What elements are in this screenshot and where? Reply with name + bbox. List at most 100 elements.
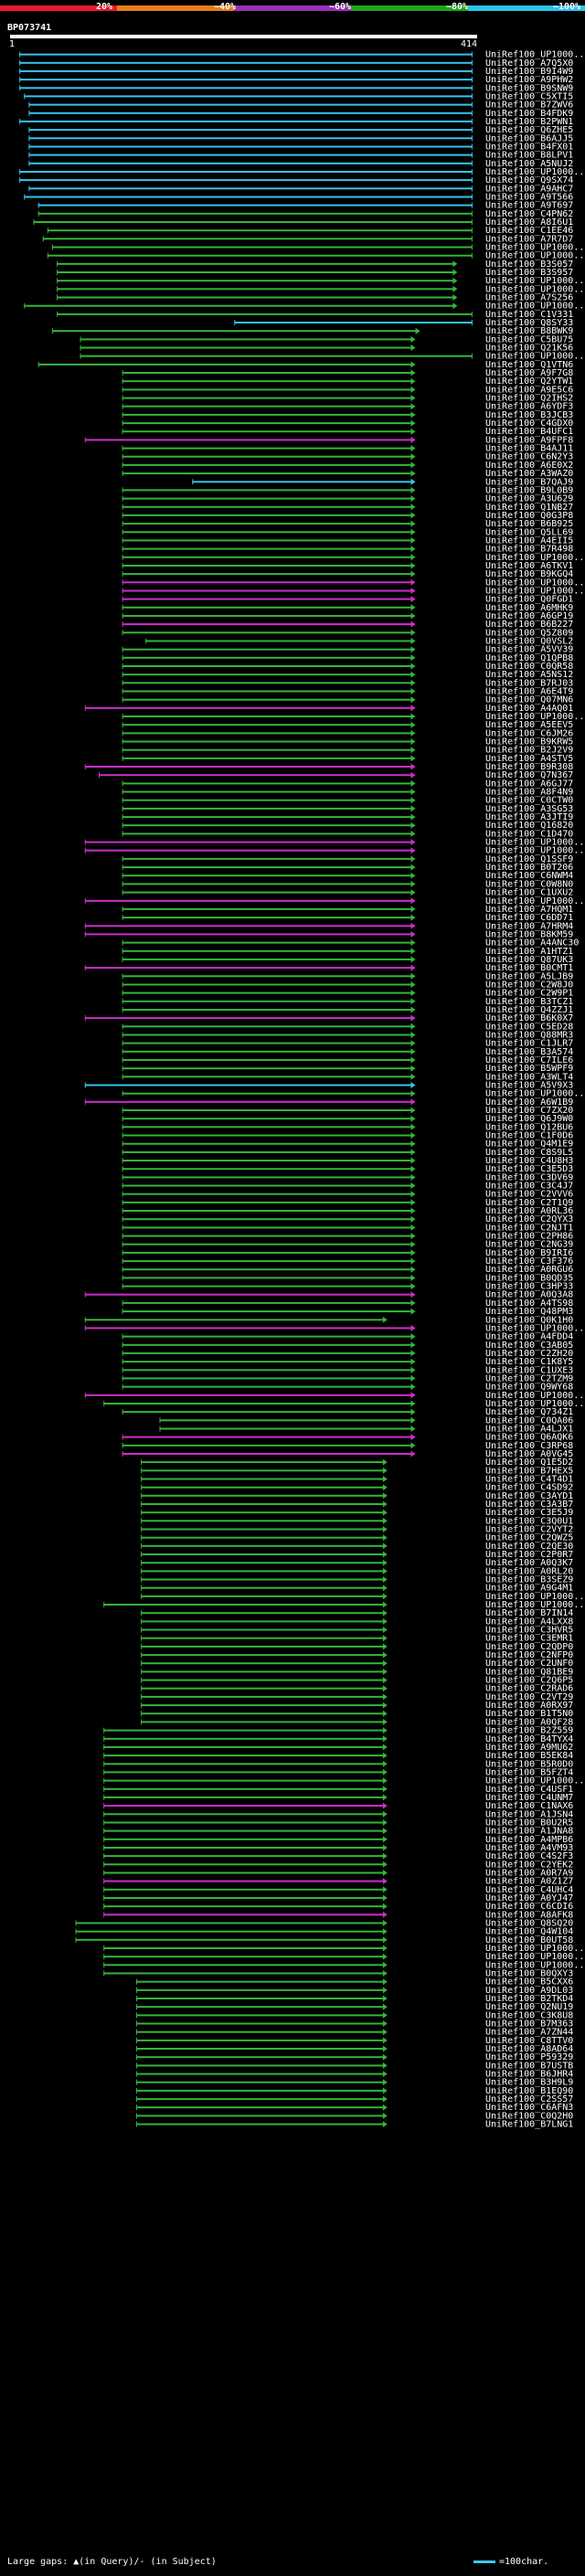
hit-bar[interactable] <box>122 883 412 885</box>
hit-label[interactable]: UniRef100_B3SEZ9 <box>485 1575 573 1585</box>
hit-row[interactable]: UniRef100_B5FZT4 <box>103 1767 573 1777</box>
hit-bar[interactable] <box>136 1998 384 1999</box>
hit-row[interactable]: UniRef100_Q21K56 <box>80 344 574 354</box>
hit-row[interactable]: UniRef100_A1HTZ1 <box>122 947 574 957</box>
hit-bar[interactable] <box>28 154 473 156</box>
hit-bar[interactable] <box>136 2014 384 2017</box>
hit-label[interactable]: UniRef100_UP1000.. <box>485 1399 584 1409</box>
hit-bar[interactable] <box>122 1176 412 1179</box>
hit-label[interactable]: UniRef100_A1JNA8 <box>485 1827 573 1837</box>
hit-row[interactable]: UniRef100_Q12BU6 <box>122 1122 574 1132</box>
hit-label[interactable]: UniRef100_B5EK84 <box>485 1751 573 1761</box>
hit-row[interactable]: UniRef100_Q2IHS2 <box>122 394 574 404</box>
hit-bar[interactable] <box>122 497 412 500</box>
hit-row[interactable]: UniRef100_UP1000.. <box>52 243 584 253</box>
hit-row[interactable]: UniRef100_Q0G3P8 <box>122 511 574 521</box>
hit-row[interactable]: UniRef100_B2J2V9 <box>122 746 574 756</box>
hit-bar[interactable] <box>136 1980 384 1983</box>
hit-bar[interactable] <box>122 1000 412 1002</box>
hit-label[interactable]: UniRef100_A9F7G8 <box>485 368 573 378</box>
hit-bar[interactable] <box>37 212 473 215</box>
hit-row[interactable]: UniRef100_A0Q3K7 <box>141 1558 573 1568</box>
hit-row[interactable]: UniRef100_B0CMT1 <box>84 963 574 973</box>
hit-label[interactable]: UniRef100_B3A574 <box>485 1047 573 1057</box>
hit-label[interactable]: UniRef100_C6JM26 <box>485 728 573 738</box>
hit-label[interactable]: UniRef100_C2VT29 <box>485 1692 573 1702</box>
hit-row[interactable]: UniRef100_A0RL20 <box>141 1566 573 1576</box>
hit-row[interactable]: UniRef100_Q1QPB8 <box>122 653 574 663</box>
hit-row[interactable]: UniRef100_A4EII5 <box>122 535 574 546</box>
hit-label[interactable]: UniRef100_C4U8H3 <box>485 1156 573 1166</box>
hit-label[interactable]: UniRef100_B7QAJ9 <box>485 477 573 487</box>
hit-row[interactable]: UniRef100_UP1000.. <box>103 1952 584 1962</box>
hit-label[interactable]: UniRef100_B5WPF9 <box>485 1064 573 1074</box>
hit-row[interactable]: UniRef100_B4FX01 <box>28 143 573 153</box>
hit-label[interactable]: UniRef100_C1NAX6 <box>485 1801 573 1811</box>
hit-bar[interactable] <box>136 2048 384 2050</box>
hit-label[interactable]: UniRef100_C4GDX0 <box>485 419 573 429</box>
hit-bar[interactable] <box>122 463 412 466</box>
hit-row[interactable]: UniRef100_B9L0B9 <box>122 485 574 495</box>
hit-bar[interactable] <box>47 229 473 232</box>
hit-bar[interactable] <box>103 1897 384 1899</box>
hit-bar[interactable] <box>122 716 412 717</box>
hit-bar[interactable] <box>42 238 473 240</box>
hit-label[interactable]: UniRef100_B5FZT4 <box>485 1767 573 1777</box>
hit-label[interactable]: UniRef100_C1UXE3 <box>485 1365 573 1375</box>
hit-label[interactable]: UniRef100_B7HEX5 <box>485 1466 573 1476</box>
hit-label[interactable]: UniRef100_B6B227 <box>485 620 573 630</box>
hit-row[interactable]: UniRef100_C4USF1 <box>103 1785 573 1795</box>
hit-bar[interactable] <box>84 1017 412 1020</box>
hit-row[interactable]: UniRef100_Q6J9W0 <box>122 1114 574 1124</box>
hit-bar[interactable] <box>122 388 412 391</box>
hit-bar[interactable] <box>122 782 412 785</box>
hit-bar[interactable] <box>122 447 412 450</box>
hit-label[interactable]: UniRef100_A9MU62 <box>485 1743 573 1753</box>
hit-row[interactable]: UniRef100_B4FDK9 <box>28 109 573 119</box>
hit-row[interactable]: UniRef100_C3A3B7 <box>141 1500 573 1510</box>
hit-bar[interactable] <box>122 1118 412 1120</box>
hit-bar[interactable] <box>122 1150 412 1153</box>
hit-label[interactable]: UniRef100_C5XTI5 <box>485 91 573 101</box>
hit-label[interactable]: UniRef100_A5LJB9 <box>485 971 573 981</box>
hit-bar[interactable] <box>122 790 412 793</box>
hit-label[interactable]: UniRef100_Q6ZHE5 <box>485 125 573 135</box>
hit-bar[interactable] <box>159 1419 412 1422</box>
hit-bar[interactable] <box>122 673 412 676</box>
hit-row[interactable]: UniRef100_B7QAJ9 <box>192 477 573 487</box>
hit-label[interactable]: UniRef100_Q0K1H0 <box>485 1315 573 1325</box>
hit-bar[interactable] <box>122 1268 412 1271</box>
hit-row[interactable]: UniRef100_B4TYX4 <box>103 1734 573 1744</box>
hit-bar[interactable] <box>122 907 412 910</box>
hit-bar[interactable] <box>122 581 412 584</box>
hit-bar[interactable] <box>75 1930 384 1933</box>
hit-bar[interactable] <box>122 1377 412 1380</box>
hit-bar[interactable] <box>141 1494 384 1497</box>
hit-label[interactable]: UniRef100_Q1VTN6 <box>485 360 573 370</box>
hit-bar[interactable] <box>122 1134 412 1137</box>
hit-bar[interactable] <box>122 941 412 944</box>
hit-bar[interactable] <box>28 162 473 164</box>
hit-label[interactable]: UniRef100_B7LNG1 <box>485 2120 573 2130</box>
hit-bar[interactable] <box>122 1050 412 1053</box>
hit-label[interactable]: UniRef100_A4ANC30 <box>485 938 579 949</box>
hit-row[interactable]: UniRef100_A7HQM1 <box>122 905 574 915</box>
hit-label[interactable]: UniRef100_C3AB05 <box>485 1341 573 1351</box>
hit-bar[interactable] <box>122 1168 412 1171</box>
hit-row[interactable]: UniRef100_B7LNG1 <box>136 2120 573 2130</box>
hit-label[interactable]: UniRef100_Q1QPB8 <box>485 653 573 663</box>
hit-label[interactable]: UniRef100_B6B925 <box>485 519 573 529</box>
hit-row[interactable]: UniRef100_C6N2Y3 <box>122 452 574 462</box>
hit-bar[interactable] <box>122 405 412 408</box>
hit-row[interactable]: UniRef100_C4SD92 <box>141 1483 573 1493</box>
hit-label[interactable]: UniRef100_A1JSN4 <box>485 1809 573 1819</box>
hit-label[interactable]: UniRef100_Q1E5D2 <box>485 1458 573 1468</box>
hit-bar[interactable] <box>103 1754 384 1757</box>
hit-label[interactable]: UniRef100_A0RGU6 <box>485 1265 573 1275</box>
hit-row[interactable]: UniRef100_C2QWZ5 <box>141 1533 573 1543</box>
hit-label[interactable]: UniRef100_A0RL20 <box>485 1566 573 1576</box>
hit-label[interactable]: UniRef100_C2NG39 <box>485 1240 573 1250</box>
hit-row[interactable]: UniRef100_Q0VSL2 <box>145 637 573 647</box>
hit-row[interactable]: UniRef100_UP1000.. <box>122 578 585 588</box>
hit-bar[interactable] <box>103 1956 384 1958</box>
